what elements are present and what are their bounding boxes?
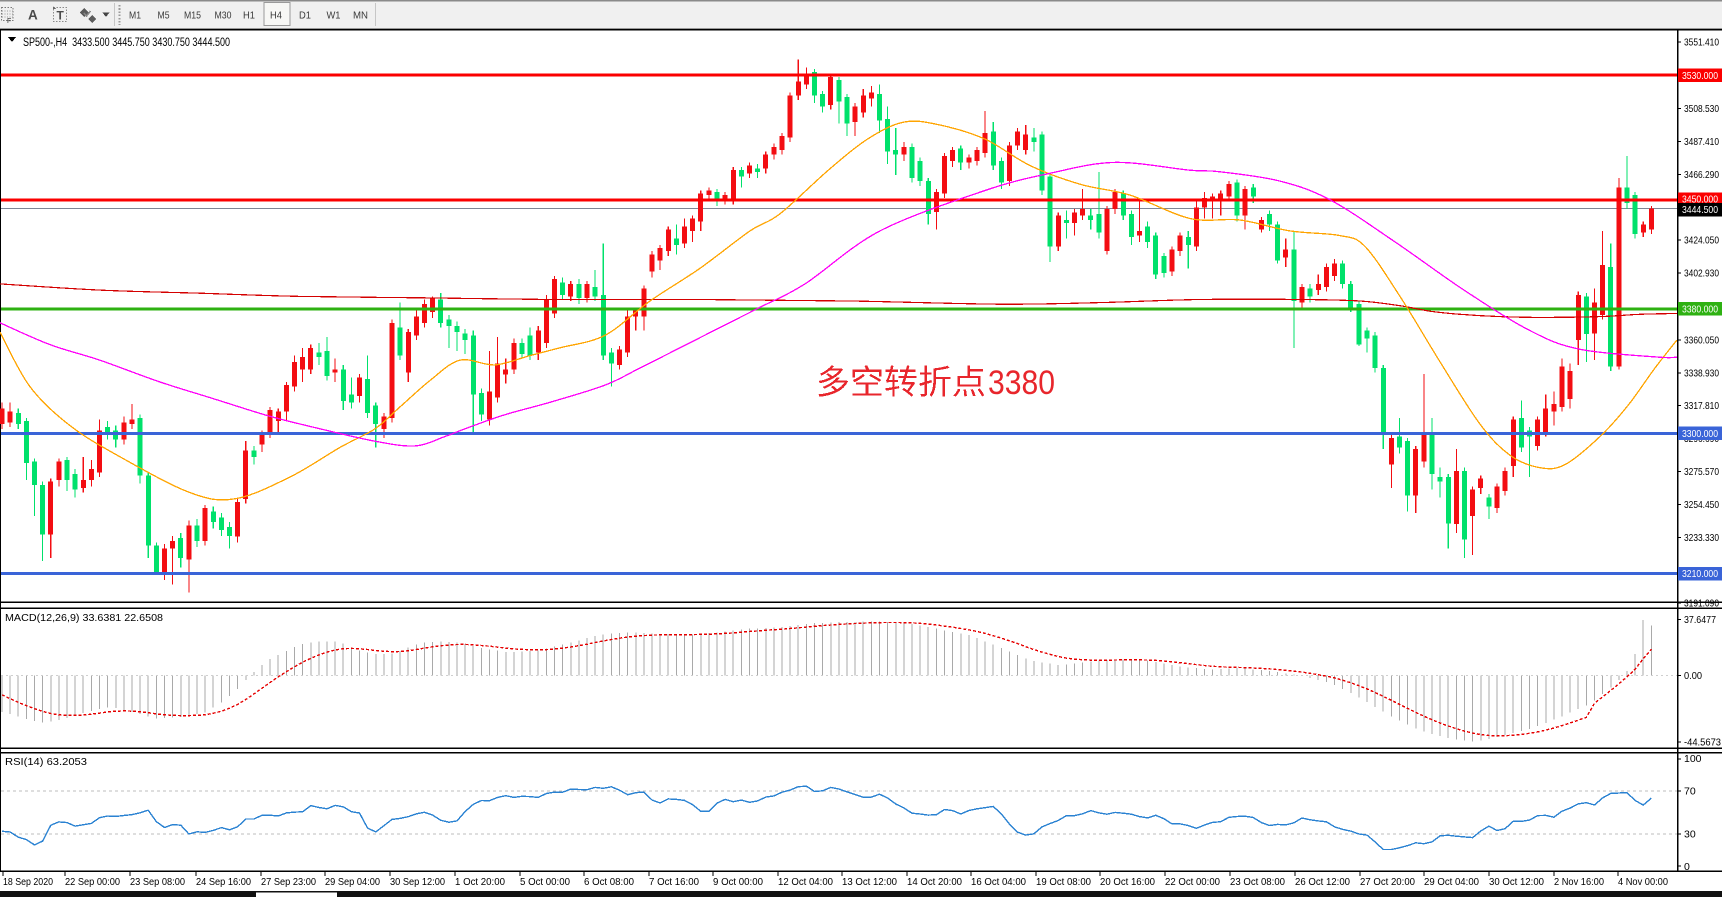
svg-text:M1: M1 [129,10,141,22]
svg-text:70: 70 [1684,786,1696,798]
svg-text:D1: D1 [299,10,311,22]
svg-text:3338.930: 3338.930 [1684,367,1719,379]
svg-text:MN: MN [353,10,368,22]
svg-text:22 Sep 00:00: 22 Sep 00:00 [65,876,120,888]
svg-text:12 Oct 04:00: 12 Oct 04:00 [778,876,833,888]
svg-text:3444.500: 3444.500 [1682,204,1718,216]
svg-text:3300.000: 3300.000 [1682,428,1718,440]
svg-text:20 Oct 16:00: 20 Oct 16:00 [1100,876,1155,888]
svg-text:1 Oct 20:00: 1 Oct 20:00 [455,876,505,888]
svg-text:30 Oct 12:00: 30 Oct 12:00 [1489,876,1544,888]
svg-text:27 Oct 20:00: 27 Oct 20:00 [1360,876,1415,888]
svg-text:24 Sep 16:00: 24 Sep 16:00 [196,876,251,888]
svg-text:19 Oct 08:00: 19 Oct 08:00 [1036,876,1091,888]
svg-text:M5: M5 [158,10,170,22]
svg-text:29 Oct 04:00: 29 Oct 04:00 [1424,876,1479,888]
svg-text:16 Oct 04:00: 16 Oct 04:00 [971,876,1026,888]
svg-text:3380: 3380 [988,364,1055,402]
svg-text:3233.330: 3233.330 [1684,532,1719,544]
svg-text:M30: M30 [215,10,232,22]
svg-text:3508.530: 3508.530 [1684,103,1719,115]
svg-text:3424.050: 3424.050 [1684,235,1719,247]
svg-text:A: A [28,8,38,23]
svg-text:27 Sep 23:00: 27 Sep 23:00 [261,876,316,888]
svg-text:SP500-,H4 3433.500 3445.750 3: SP500-,H4 3433.500 3445.750 3430.750 344… [23,37,230,49]
svg-text:4 Nov 00:00: 4 Nov 00:00 [1618,876,1668,888]
svg-text:-44.5673: -44.5673 [1684,736,1721,748]
svg-text:H4: H4 [270,10,282,22]
svg-text:2 Nov 16:00: 2 Nov 16:00 [1554,876,1604,888]
svg-text:3191.090: 3191.090 [1684,598,1719,610]
svg-text:3402.930: 3402.930 [1684,268,1719,280]
svg-text:7 Oct 16:00: 7 Oct 16:00 [649,876,699,888]
svg-text:3254.450: 3254.450 [1684,499,1719,511]
svg-text:14 Oct 20:00: 14 Oct 20:00 [907,876,962,888]
svg-text:18 Sep 2020: 18 Sep 2020 [3,876,53,888]
svg-text:3360.050: 3360.050 [1684,334,1719,346]
svg-text:RSI(14) 63.2053: RSI(14) 63.2053 [5,756,87,768]
svg-text:3530.000: 3530.000 [1682,70,1718,82]
svg-text:0: 0 [1684,861,1690,873]
svg-text:23 Oct 08:00: 23 Oct 08:00 [1230,876,1285,888]
svg-text:3551.410: 3551.410 [1684,36,1719,48]
svg-text:3210.000: 3210.000 [1682,568,1718,580]
svg-text:29 Sep 04:00: 29 Sep 04:00 [325,876,380,888]
svg-text:3450.000: 3450.000 [1682,194,1718,206]
svg-text:13 Oct 12:00: 13 Oct 12:00 [842,876,897,888]
svg-text:3466.290: 3466.290 [1684,169,1719,181]
svg-text:5 Oct 00:00: 5 Oct 00:00 [520,876,570,888]
svg-text:3487.410: 3487.410 [1684,136,1719,148]
svg-text:22 Oct 00:00: 22 Oct 00:00 [1165,876,1220,888]
svg-text:9 Oct 00:00: 9 Oct 00:00 [713,876,763,888]
svg-text:100: 100 [1684,753,1702,765]
svg-text:6 Oct 08:00: 6 Oct 08:00 [584,876,634,888]
svg-text:3317.810: 3317.810 [1684,400,1719,412]
svg-text:3380.000: 3380.000 [1682,303,1718,315]
svg-text:M15: M15 [184,10,201,22]
svg-text:30: 30 [1684,829,1696,841]
svg-text:3275.570: 3275.570 [1684,466,1719,478]
svg-text:30 Sep 12:00: 30 Sep 12:00 [390,876,445,888]
svg-text:37.6477: 37.6477 [1684,614,1716,626]
svg-text:26 Oct 12:00: 26 Oct 12:00 [1295,876,1350,888]
svg-text:MACD(12,26,9) 33.6381 22.6508: MACD(12,26,9) 33.6381 22.6508 [5,612,163,624]
svg-text:23 Sep 08:00: 23 Sep 08:00 [130,876,185,888]
svg-text:W1: W1 [327,10,341,22]
svg-text:F: F [7,18,11,25]
svg-text:0.00: 0.00 [1684,670,1702,682]
svg-text:T: T [57,9,65,23]
svg-text:H1: H1 [243,10,255,22]
